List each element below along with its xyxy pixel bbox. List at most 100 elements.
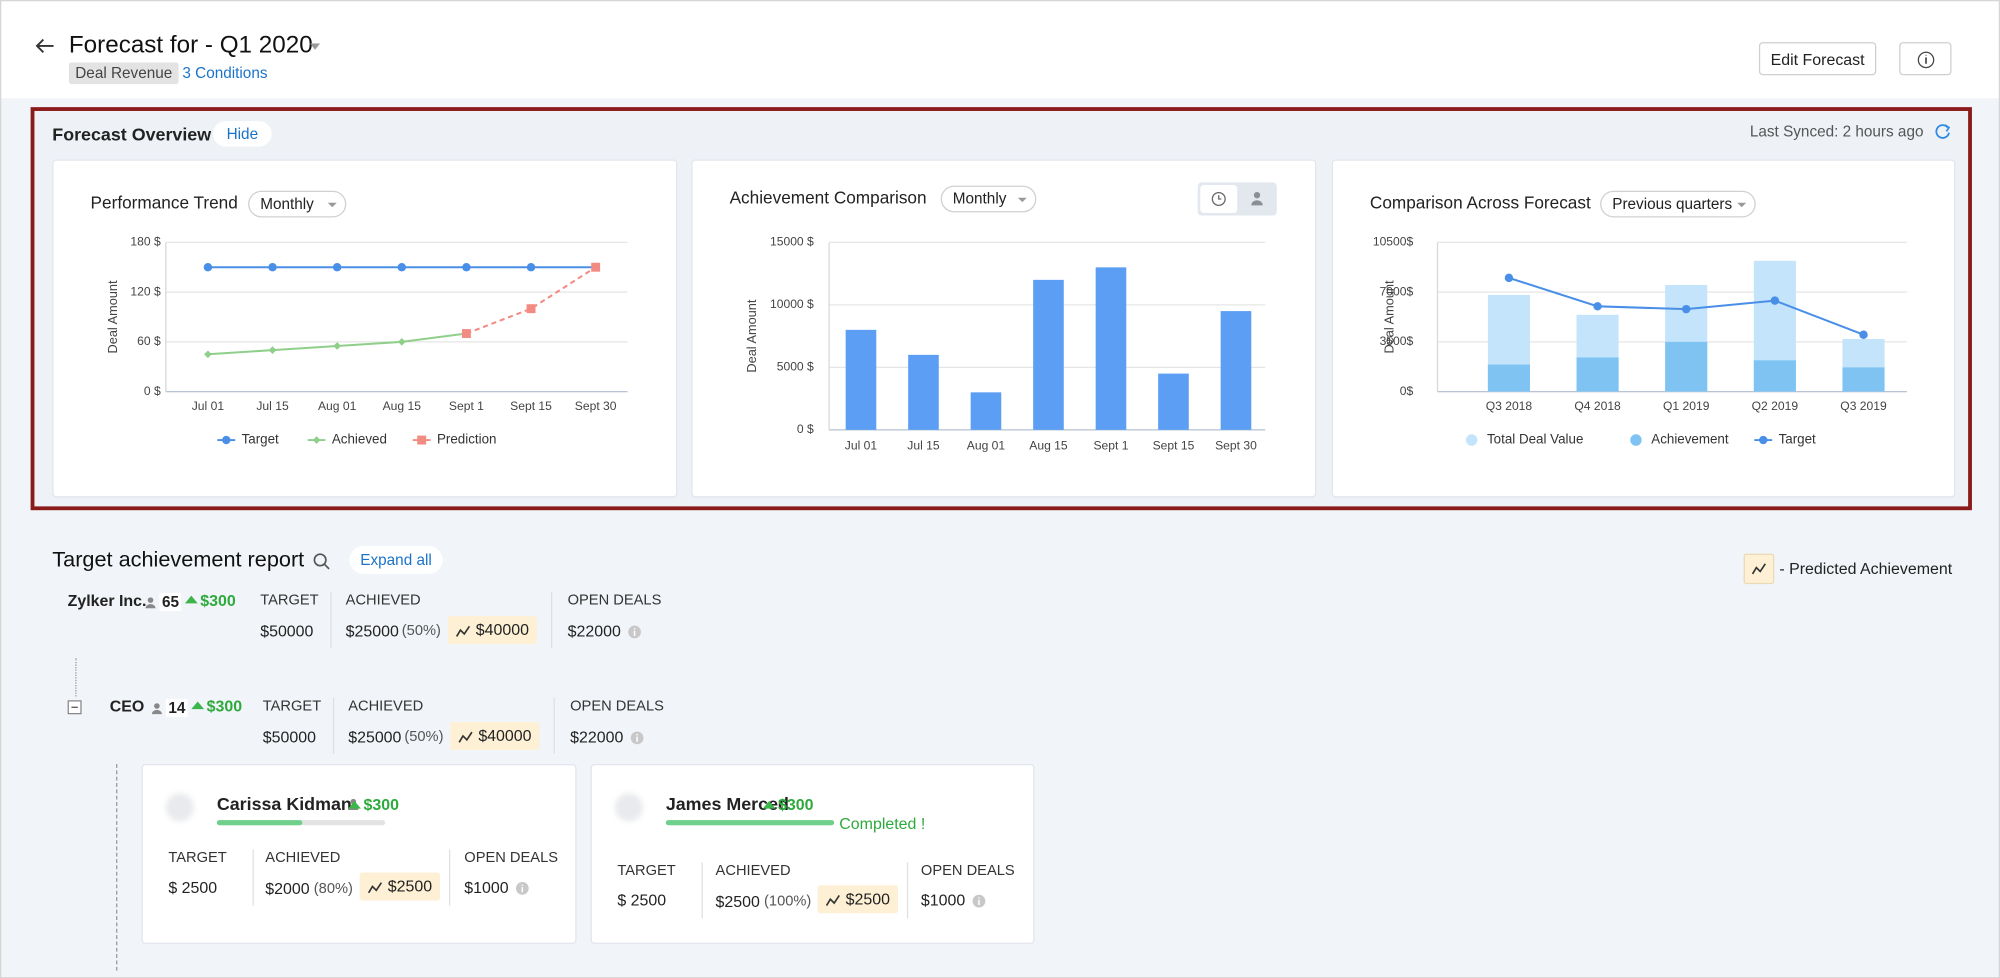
expand-all-button[interactable]: Expand all <box>349 545 443 574</box>
y-axis-label: Deal Amount <box>105 280 120 353</box>
period-dropdown[interactable] <box>248 190 347 218</box>
info-icon <box>972 894 986 908</box>
legend-text: - Predicted Achievement <box>1779 559 1953 578</box>
change-amount: $300 <box>200 591 236 610</box>
legend-label: Prediction <box>437 432 496 447</box>
info-button[interactable] <box>1899 42 1952 76</box>
y-tick-label: 120 $ <box>130 284 161 298</box>
bar <box>1665 341 1708 392</box>
up-icon <box>348 801 361 809</box>
chart-card: Achievement Comparison Monthly 0 $ 5000 $ 10… <box>691 159 1317 498</box>
member-card: Carissa Kidman $300 TARGET $ 2500 ACHIEVED $2… <box>141 764 577 944</box>
x-tick-label: Sept 15 <box>510 399 552 413</box>
bar <box>1095 267 1127 430</box>
member-card: James Merced $300 Completed ! TARGET $ 2500 A… <box>590 764 1035 944</box>
point <box>462 263 471 272</box>
achieved-value: $2000 <box>265 880 310 898</box>
open-deals-label: OPEN DEALS <box>464 850 559 867</box>
y-tick-label: 60 $ <box>137 334 161 348</box>
bar <box>1842 367 1885 392</box>
chart-card: Comparison Across Forecast Previous quart… <box>1331 159 1956 498</box>
dropdown-value: Monthly <box>953 191 1007 208</box>
line <box>466 266 597 335</box>
legend-marker <box>1759 435 1768 445</box>
conditions-link[interactable]: 3 Conditions <box>182 63 268 82</box>
divider <box>252 849 254 906</box>
collapse-toggle[interactable] <box>67 700 82 715</box>
row-name: CEO <box>109 697 145 716</box>
x-tick-label: Aug 15 <box>383 399 422 413</box>
change-amount: $300 <box>778 795 814 814</box>
search-icon[interactable] <box>312 552 330 570</box>
tree-connector <box>116 764 118 971</box>
period-dropdown[interactable] <box>1600 190 1756 218</box>
point <box>397 263 406 272</box>
achieved-label: ACHIEVED <box>345 593 421 609</box>
x-tick-label: Q3 2019 <box>1840 399 1887 413</box>
x-tick-label: Jul 15 <box>256 399 289 413</box>
x-tick-label: Aug 15 <box>1029 439 1068 453</box>
target-label: TARGET <box>617 863 676 879</box>
x-tick-label: Q1 2019 <box>1663 399 1710 413</box>
up-icon <box>762 801 776 809</box>
divider <box>553 697 555 754</box>
refresh-icon[interactable] <box>1934 122 1952 140</box>
point <box>268 263 277 272</box>
chart: Performance Trend Monthly 0 $ 60 $ 120 $ 180 … <box>91 190 628 447</box>
edit-forecast-button[interactable]: Edit Forecast <box>1758 42 1877 76</box>
row-name: Zylker Inc. <box>67 591 147 610</box>
avatar <box>165 793 194 822</box>
hide-button[interactable]: Hide <box>213 121 272 147</box>
legend-label: Achieved <box>332 432 387 447</box>
y-axis-label: Deal Amount <box>744 299 759 372</box>
y-tick-label: 0 $ <box>797 422 814 436</box>
title-caret[interactable] <box>309 43 321 51</box>
info-icon <box>630 731 644 745</box>
y-tick-label: 10500$ <box>1373 235 1414 249</box>
point <box>526 263 536 272</box>
point <box>1504 273 1514 283</box>
bar <box>1220 311 1252 430</box>
period-dropdown[interactable] <box>940 185 1037 213</box>
x-tick-label: Sept 30 <box>575 399 617 413</box>
y-tick-label: 0 $ <box>144 384 161 398</box>
y-tick-label: 10000 $ <box>770 297 814 311</box>
dropdown-caret <box>1017 197 1027 203</box>
achieved-label: ACHIEVED <box>715 863 791 879</box>
legend-label: Total Deal Value <box>1487 432 1583 447</box>
chart: Achievement Comparison Monthly 0 $ 5000 $ 10… <box>730 185 1266 453</box>
y-axis-label: Deal Amount <box>1382 280 1397 353</box>
point <box>268 346 277 354</box>
status-text: Completed ! <box>839 815 926 833</box>
report-title: Target achievement report <box>52 547 305 572</box>
point <box>1593 302 1602 311</box>
point <box>591 262 601 272</box>
chart-title: Achievement Comparison <box>730 188 927 208</box>
view-toggle <box>1197 182 1277 216</box>
x-tick-label: Sept 1 <box>449 399 484 413</box>
divider <box>448 849 451 906</box>
open-deals-label: OPEN DEALS <box>567 593 662 609</box>
bar <box>845 329 877 430</box>
predicted-icon <box>367 882 383 894</box>
bar <box>1576 357 1619 392</box>
point <box>1770 296 1780 305</box>
time-view-button[interactable] <box>1200 184 1238 214</box>
x-tick-label: Aug 01 <box>318 399 357 413</box>
legend-swatch <box>1630 434 1642 446</box>
point <box>461 329 471 339</box>
up-icon <box>184 595 198 604</box>
y-tick-label: 3500$ <box>1380 334 1414 348</box>
dropdown-value: Previous quarters <box>1612 196 1732 213</box>
user-view-button[interactable] <box>1240 185 1274 213</box>
x-tick-label: Aug 01 <box>967 439 1006 453</box>
open-deals-value: $1000 <box>464 878 509 897</box>
open-deals-value: $22000 <box>567 622 621 641</box>
point <box>203 263 213 272</box>
target-label: TARGET <box>262 698 322 715</box>
legend-marker <box>312 436 321 444</box>
x-tick-label: Jul 01 <box>845 439 878 453</box>
back-arrow[interactable] <box>34 37 54 55</box>
chart-title: Comparison Across Forecast <box>1370 193 1591 213</box>
